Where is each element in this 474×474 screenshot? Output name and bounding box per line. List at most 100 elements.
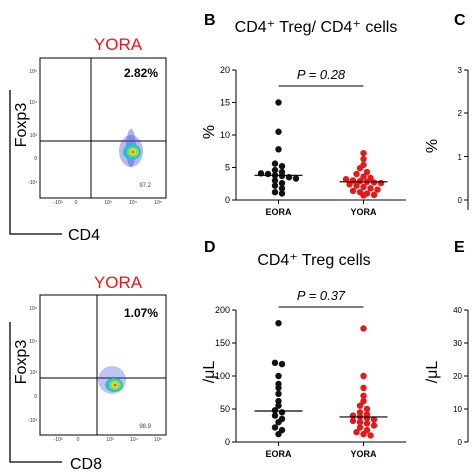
data-point-yora — [360, 397, 367, 405]
flow-bottom-ytick: 10⁵ — [29, 306, 37, 312]
data-point-eora — [275, 397, 282, 405]
y-tick-label: 20 — [220, 65, 230, 75]
data-point-yora — [360, 183, 367, 191]
data-point-eora — [275, 372, 282, 380]
flow-top-x-ticks: -10³ 0 10³ 10⁴ 10⁵ — [54, 200, 162, 206]
data-point-eora — [278, 190, 286, 197]
flow-bottom-axis-arrows — [9, 322, 62, 463]
flow-top-title: YORA — [94, 35, 143, 54]
panel-c: C % 3 2 1 0 — [424, 12, 469, 210]
flow-bottom-ytick: 0 — [34, 394, 37, 400]
data-point-eora — [275, 99, 282, 106]
data-point-eora — [275, 419, 282, 426]
data-point-yora — [370, 422, 378, 429]
y-tick-label: 5 — [225, 163, 230, 173]
data-point-eora — [271, 177, 279, 184]
panel-b-plot: 0 5 10 15 20 EORA YORA — [220, 65, 406, 217]
flow-bottom-ytick: -10³ — [28, 418, 37, 424]
data-point-eora — [271, 407, 279, 414]
data-point-yora — [360, 392, 367, 399]
data-point-yora — [356, 164, 364, 172]
panel-e-y-unit: /μL — [424, 361, 441, 384]
panel-d-title: CD4⁺ Treg cells — [257, 252, 370, 269]
y-tick-label: 15 — [220, 98, 230, 108]
flow-bottom-frame — [39, 294, 167, 436]
flow-top-frame — [39, 57, 167, 199]
flow-bottom-events — [98, 366, 126, 394]
data-point-eora — [278, 172, 286, 180]
panel-d-plot: 0 50 100 150 200 EORA YORA — [215, 305, 406, 459]
data-point-yora — [360, 150, 367, 157]
data-point-eora — [275, 384, 282, 392]
data-point-yora — [346, 181, 353, 188]
flow-bottom-xtick: 0 — [77, 437, 80, 443]
flow-bottom-y-label: Foxp3 — [13, 340, 30, 385]
panel-c-tick: 2 — [458, 109, 463, 118]
flow-bottom-xtick: 10⁵ — [154, 437, 162, 443]
data-point-yora — [353, 428, 360, 436]
flow-top-ytick: 0 — [34, 156, 37, 162]
data-point-eora — [275, 146, 282, 153]
panel-d-p-value-text: P = 0.37 — [297, 288, 346, 303]
flow-top-ytick: 10⁴ — [29, 100, 37, 106]
data-point-yora — [349, 187, 357, 195]
flow-top-y-label: Foxp3 — [13, 103, 30, 148]
data-point-yora — [374, 186, 381, 193]
flow-top-xtick: 10⁴ — [129, 200, 137, 206]
x-tick-label: EORA — [265, 449, 292, 459]
panel-c-tick: 3 — [458, 66, 463, 75]
data-point-yora — [353, 182, 360, 189]
flow-bottom-x-ticks: -10³ 0 10³ 10⁴ 10⁵ — [54, 437, 162, 443]
flow-top-ytick: 10³ — [30, 133, 38, 139]
flow-top-xtick: 0 — [75, 200, 78, 206]
flow-top-axis-arrows — [9, 90, 62, 235]
data-point-eora — [264, 170, 272, 178]
flow-bottom-xtick: 10³ — [106, 437, 114, 443]
data-point-yora — [360, 325, 367, 332]
panel-c-letter: C — [454, 12, 466, 29]
data-point-yora — [363, 168, 371, 176]
flow-top-ytick: 10⁵ — [29, 69, 37, 75]
x-tick-label: YORA — [350, 207, 377, 217]
data-point-yora — [360, 155, 367, 163]
panel-e-letter: E — [454, 239, 465, 256]
data-point-yora — [370, 416, 378, 423]
data-point-yora — [363, 405, 371, 413]
data-point-eora — [275, 128, 282, 135]
data-point-eora — [271, 166, 279, 174]
panel-b-p-value: P = 0.28 — [297, 67, 346, 82]
data-point-yora — [367, 185, 374, 192]
flow-top-xtick: 10⁵ — [154, 200, 162, 206]
data-point-eora — [271, 359, 279, 366]
panel-b: B CD4⁺ Treg/ CD4⁺ cells % 0 5 10 15 20 EORA YO… — [201, 12, 406, 217]
data-point-yora — [356, 402, 364, 409]
panel-e-tick: 30 — [453, 339, 462, 348]
data-point-eora — [278, 179, 286, 187]
flow-top-xtick: -10³ — [54, 200, 63, 206]
panel-e-tick: 10 — [453, 405, 462, 414]
panel-b-title: CD4⁺ Treg/ CD4⁺ cells — [235, 19, 398, 36]
data-point-yora — [342, 176, 350, 183]
flow-top-x-label: CD4 — [68, 227, 100, 244]
data-point-eora — [292, 175, 300, 182]
flow-top-percent: 2.82% — [124, 66, 158, 80]
data-point-eora — [271, 160, 279, 167]
flow-bottom-percent: 1.07% — [124, 306, 158, 320]
data-point-yora — [356, 409, 364, 416]
data-point-yora — [356, 177, 364, 185]
panel-e-tick: 20 — [453, 372, 462, 381]
data-point-eora — [275, 390, 282, 398]
data-point-eora — [271, 424, 279, 431]
flow-top-lower-right: 97.2 — [139, 183, 151, 189]
flow-plot-bottom: YORA 1.07% 98.9 10⁵ 10⁴ 10³ 0 -10³ -10³ … — [9, 273, 167, 473]
panel-d-letter: D — [204, 239, 216, 256]
panel-c-y-unit: % — [424, 139, 441, 153]
data-point-yora — [349, 417, 357, 425]
flow-bottom-lower-right: 98.9 — [139, 424, 151, 430]
flow-bottom-ytick: 10⁴ — [29, 339, 37, 345]
data-point-yora — [356, 419, 364, 426]
flow-bottom-x-label: CD8 — [70, 456, 102, 473]
data-point-eora — [278, 185, 286, 192]
x-tick-label: YORA — [350, 449, 377, 459]
data-point-yora — [360, 173, 367, 180]
